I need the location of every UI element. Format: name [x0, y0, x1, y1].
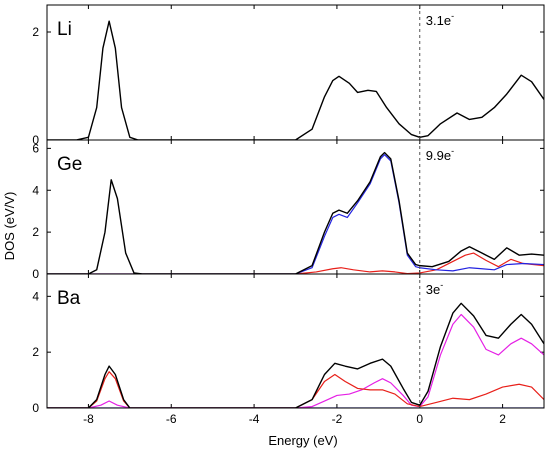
y-tick-label: 2 — [32, 345, 39, 359]
panel-frame — [46, 273, 545, 409]
dos-curve-black — [47, 20, 544, 140]
dos-curve-black — [47, 151, 544, 274]
y-tick-label: 0 — [32, 401, 39, 415]
dos-curve-red — [47, 371, 544, 408]
series-group — [47, 151, 544, 274]
dos-curve-red — [47, 252, 544, 274]
x-axis-label: Energy (eV) — [268, 433, 337, 448]
y-tick-label: 0 — [32, 267, 39, 281]
x-tick-label: -8 — [83, 412, 94, 426]
x-tick-label: 2 — [499, 412, 506, 426]
electron-superscript: - — [440, 280, 443, 290]
electron-count-label: 9.9e- — [426, 146, 454, 163]
series-group — [47, 302, 544, 408]
element-label: Li — [57, 19, 72, 40]
electron-count-label: 3.1e- — [426, 11, 454, 28]
y-tick-label: 6 — [32, 141, 39, 155]
y-tick-label: 4 — [32, 183, 39, 197]
panels-layer: 0 2 Li 3.1e- 0 2 4 6 Ge 9.9e- 0 2 4 Ba 3e- — [32, 4, 545, 415]
element-label: Ge — [57, 154, 82, 175]
x-tick-label: -4 — [249, 412, 260, 426]
y-tick-label: 2 — [32, 225, 39, 239]
x-tick-label: -6 — [166, 412, 177, 426]
x-axis: -8 -6 -4 -2 0 2 — [83, 412, 506, 426]
x-tick-label: -2 — [332, 412, 343, 426]
electron-superscript: - — [451, 146, 454, 156]
panel-li: 0 2 Li 3.1e- — [32, 4, 545, 147]
x-tick-label: 0 — [416, 412, 423, 426]
panel-ba: 0 2 4 Ba 3e- — [32, 273, 545, 415]
panel-ge: 0 2 4 6 Ge 9.9e- — [32, 139, 545, 281]
dos-curve-blue — [47, 154, 544, 274]
y-tick-label: 0 — [32, 133, 39, 147]
y-tick-label: 4 — [32, 289, 39, 303]
electron-superscript: - — [451, 11, 454, 21]
electron-count-label: 3e- — [426, 280, 443, 297]
dos-curve-black — [47, 302, 544, 408]
series-group — [47, 20, 544, 140]
element-label: Ba — [57, 288, 81, 309]
y-axis-label: DOS (eV/V) — [2, 192, 17, 261]
y-tick-label: 2 — [32, 25, 39, 39]
dos-curve-magenta — [47, 313, 544, 408]
